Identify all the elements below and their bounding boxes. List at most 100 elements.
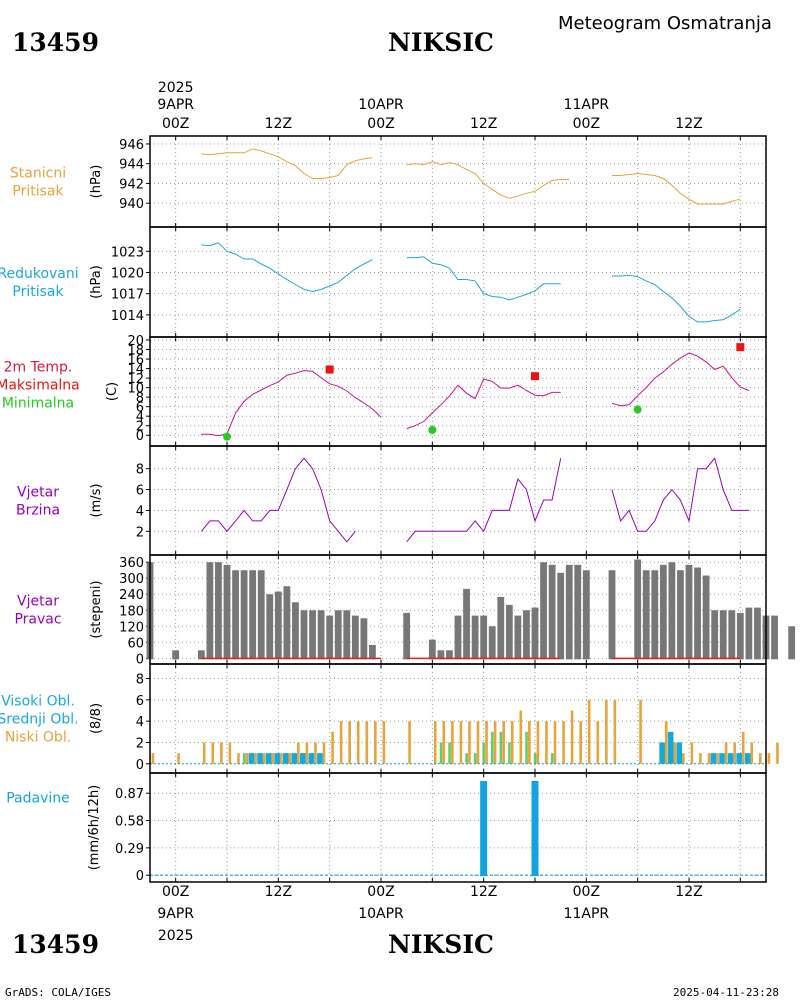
meteogram-subtitle: Meteogram Osmatranja	[558, 13, 772, 34]
panel-wind_direction	[146, 554, 796, 665]
tmax-marker	[531, 372, 539, 381]
wind-direction-bar	[206, 562, 214, 660]
cloud-bar	[348, 721, 351, 764]
panel-frame	[149, 772, 767, 883]
cloud-bar	[682, 753, 685, 764]
cloud-bar	[202, 742, 206, 764]
y-tick-label: 944	[119, 158, 144, 173]
wind-direction-bar	[300, 610, 308, 660]
y-tick-label: 4	[136, 504, 144, 519]
y-tick-label: 942	[119, 177, 144, 192]
cloud-bar	[442, 721, 446, 764]
y-tick-label: 240	[119, 588, 144, 603]
wind-direction-bar	[172, 650, 180, 660]
wind-direction-bar	[266, 594, 274, 660]
y-tick-label: 8	[136, 673, 144, 688]
cloud-bar	[408, 721, 411, 764]
wind-direction-bar	[197, 650, 205, 660]
cloud-bar	[459, 721, 463, 764]
wind-direction-bar	[343, 610, 351, 660]
panel-unit-label: (mm/6h/12h)	[87, 785, 102, 871]
y-tick-label: 1020	[111, 266, 144, 281]
cloud-bar	[744, 753, 751, 764]
tmin-marker	[428, 426, 437, 434]
y-tick-label: 12	[127, 372, 144, 387]
wind_speed-line	[406, 458, 562, 543]
wind-direction-bar	[369, 644, 376, 660]
panel-label: Vjetar	[17, 594, 59, 610]
y-tick-label: 120	[119, 620, 144, 635]
cloud-bar	[673, 742, 677, 764]
tmin-marker	[223, 432, 231, 441]
cloud-bar	[528, 721, 531, 764]
x-tick-label-top: 00Z	[162, 116, 189, 132]
cloud-bar	[579, 721, 582, 764]
y-tick-label: 0	[136, 429, 144, 444]
panel-unit-label: (stepeni)	[89, 580, 104, 638]
y-tick-label: 6	[136, 401, 144, 416]
year-label-bottom: 2025	[158, 928, 194, 944]
wind-direction-bar	[668, 562, 676, 660]
date-label-top: 10APR	[358, 97, 404, 113]
grads-credit: GrADS: COLA/IGES	[5, 986, 111, 999]
cloud-bar	[468, 721, 471, 764]
cloud-bar	[707, 753, 711, 764]
panel-label: Pritisak	[12, 184, 64, 200]
wind-direction-bar	[651, 570, 659, 660]
date-label-bottom: 10APR	[358, 906, 404, 922]
panel-station_pressure	[146, 135, 767, 228]
cloud-bar	[297, 742, 300, 764]
y-tick-label: 16	[127, 353, 144, 368]
y-tick-label: 4	[136, 410, 144, 425]
panel-label: Stanicni	[10, 166, 66, 182]
reduced_pressure-line	[201, 242, 373, 293]
wind-direction-bar	[582, 570, 590, 660]
x-tick-label-top: 12Z	[265, 116, 292, 132]
y-tick-label: 300	[119, 572, 144, 587]
y-tick-label: 946	[119, 138, 144, 153]
reduced_pressure-line	[406, 256, 561, 301]
wind-direction-bar	[540, 562, 547, 660]
tmax-marker	[736, 343, 745, 352]
y-tick-label: 1017	[111, 288, 144, 303]
wind-direction-bar	[326, 615, 334, 660]
wind-direction-bar	[463, 588, 470, 660]
panel-label: Maksimalna	[0, 378, 80, 394]
cloud-bar	[536, 721, 540, 764]
date-label-bottom: 9APR	[157, 906, 194, 922]
cloud-bar	[570, 710, 574, 764]
y-tick-label: 0.58	[115, 815, 144, 830]
cloud-bar	[485, 721, 488, 764]
cloud-bar	[257, 753, 263, 764]
cloud-bar	[254, 753, 257, 764]
cloud-bar	[317, 753, 323, 764]
cloud-bar	[177, 753, 180, 764]
cloud-bar	[667, 731, 674, 764]
y-tick-label: 1014	[111, 309, 144, 324]
y-tick-label: 4	[136, 715, 144, 730]
panel-label: Vjetar	[17, 485, 59, 501]
cloud-bar	[265, 753, 272, 764]
date-label-top: 11APR	[564, 97, 610, 113]
cloud-bar	[374, 721, 377, 764]
panel-unit-label: (8/8)	[89, 703, 104, 734]
wind-direction-bar	[223, 564, 231, 660]
cloud-bar	[690, 742, 694, 764]
wind-direction-bar	[548, 564, 556, 660]
cloud-bar	[767, 753, 771, 764]
panel-frame	[149, 226, 767, 338]
panel-unit-label: (hPa)	[89, 165, 104, 199]
wind-direction-bar	[437, 650, 445, 660]
cloud-bar	[482, 742, 486, 764]
cloud-bar	[473, 753, 477, 764]
cloud-bar	[525, 731, 528, 764]
wind-direction-bar	[694, 567, 701, 660]
wind-direction-bar	[360, 618, 368, 660]
wind-direction-bar	[471, 615, 479, 660]
cloud-bar	[736, 753, 742, 764]
y-tick-label: 940	[119, 197, 144, 212]
y-tick-label: 6	[136, 484, 144, 499]
panel-frame	[149, 445, 767, 556]
y-tick-label: 0.87	[115, 787, 144, 802]
y-tick-label: 0.29	[115, 842, 144, 857]
